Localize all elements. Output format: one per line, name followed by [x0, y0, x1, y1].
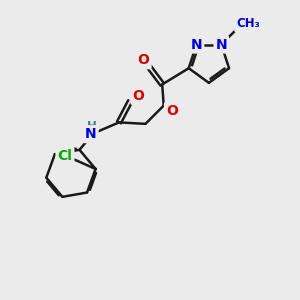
Text: O: O: [138, 53, 150, 67]
Text: N: N: [85, 127, 97, 141]
Text: N: N: [190, 38, 202, 52]
Text: H: H: [87, 120, 97, 133]
Text: O: O: [132, 89, 144, 103]
Text: Cl: Cl: [58, 149, 72, 163]
Text: CH₃: CH₃: [236, 17, 260, 30]
Text: N: N: [215, 38, 227, 52]
Text: O: O: [166, 104, 178, 118]
